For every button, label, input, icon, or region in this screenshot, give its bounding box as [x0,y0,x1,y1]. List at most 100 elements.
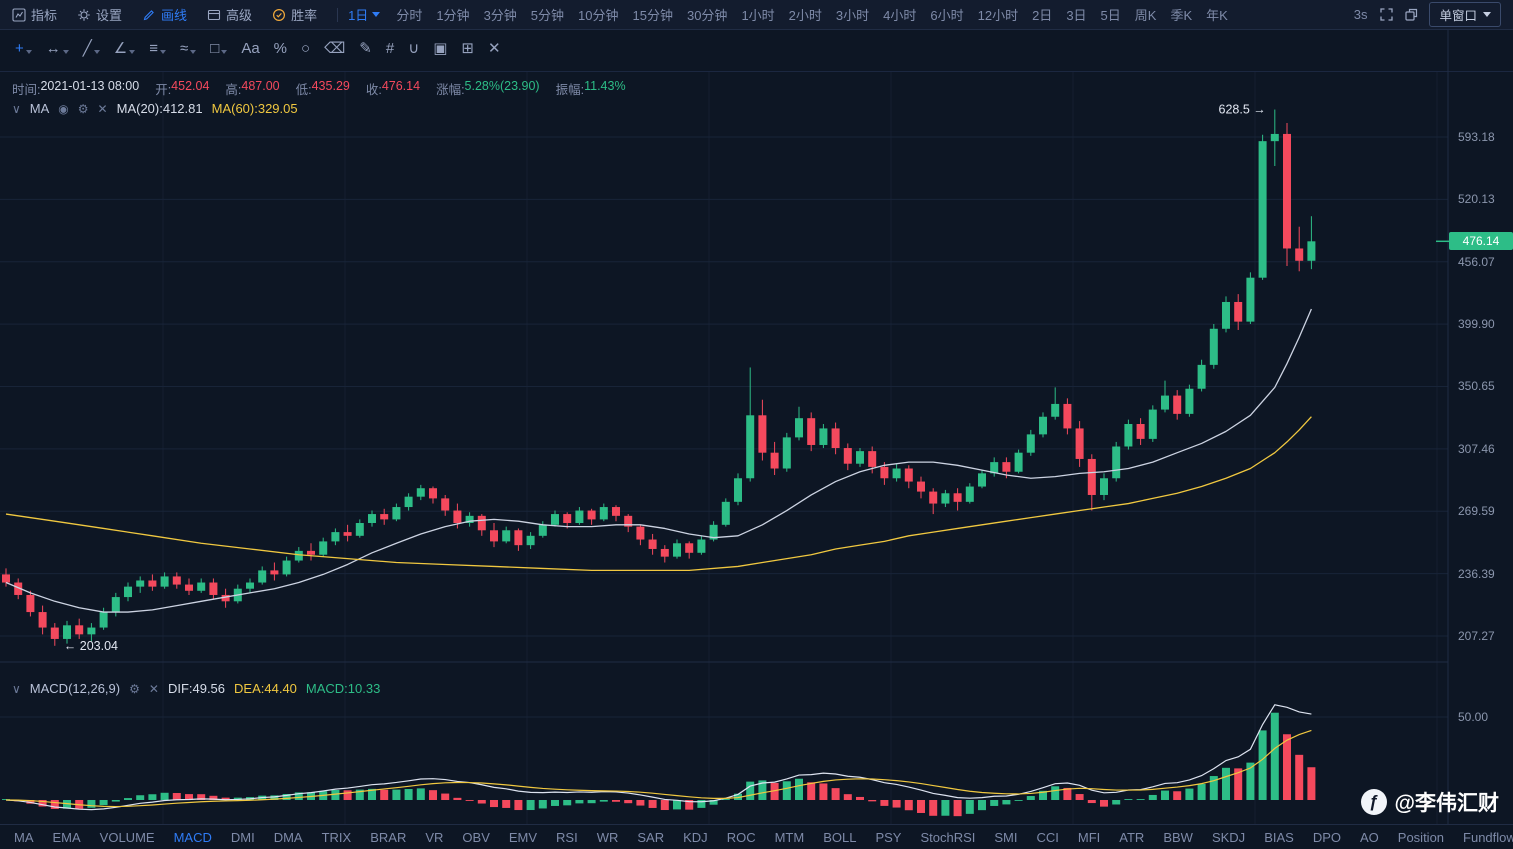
text-tool[interactable]: Aa [234,37,266,60]
pattern-tool-icon: # [385,40,395,57]
tab-psy[interactable]: PSY [875,829,902,845]
timeframe-9[interactable]: 3小时 [835,8,870,23]
screenshot-tool[interactable]: ⊞ [454,37,481,60]
tab-boll[interactable]: BOLL [823,829,857,845]
tab-macd[interactable]: MACD [173,829,212,845]
tab-bias[interactable]: BIAS [1264,829,1294,845]
ellipse-tool[interactable]: ○ [294,37,317,60]
tab-obv[interactable]: OBV [462,829,490,845]
timeframe-2[interactable]: 3分钟 [483,8,517,23]
timeframe-8[interactable]: 2小时 [788,8,822,23]
tab-trix[interactable]: TRIX [321,829,352,845]
tab-vr[interactable]: VR [425,829,444,845]
macd-axis-label: 50.00 [1458,710,1489,724]
magnet-tool[interactable]: ∪ [401,37,426,60]
info-field-value: 476.14 [381,79,421,93]
tab-dma[interactable]: DMA [273,829,303,845]
tab-emv[interactable]: EMV [508,829,538,845]
shape-tool[interactable]: □ [203,37,234,60]
timeframe-10[interactable]: 4小时 [883,8,917,23]
collapse-caret-icon[interactable]: ∨ [12,101,21,116]
gear-icon[interactable]: ⚙ [129,681,140,696]
tab-volume[interactable]: VOLUME [99,829,155,845]
menu-advanced-label: 高级 [226,8,253,23]
timeframe-6[interactable]: 30分钟 [686,8,728,23]
timeframe-3[interactable]: 5分钟 [530,8,565,23]
timeframe-7[interactable]: 1小时 [741,8,775,23]
pattern-tool[interactable]: # [379,37,401,60]
tab-roc[interactable]: ROC [726,829,756,845]
info-field-0: 开: 452.04 [155,79,209,98]
percent-tool-icon: % [273,40,288,57]
menu-settings[interactable]: 设置 [77,5,122,24]
timeframe-13[interactable]: 2日 [1032,8,1053,23]
timeframe-15[interactable]: 5日 [1100,8,1121,23]
tab-kdj[interactable]: KDJ [683,829,708,845]
timeframe-18[interactable]: 年K [1206,8,1228,23]
timeframe-17[interactable]: 季K [1170,8,1193,23]
timeframe-14[interactable]: 3日 [1066,8,1087,23]
tab-dpo[interactable]: DPO [1312,829,1341,845]
eraser-tool[interactable]: ⌫ [317,37,352,60]
info-field-4: 涨幅: 5.28%(23.90) [436,79,540,98]
timeframe-5[interactable]: 15分钟 [632,8,673,23]
tab-cci[interactable]: CCI [1036,829,1059,845]
wave-tool[interactable]: ≈ [173,37,203,60]
tab-smi[interactable]: SMI [994,829,1018,845]
brush-tool[interactable]: ✎ [352,37,379,60]
close-icon[interactable]: ✕ [148,681,159,696]
tab-mfi[interactable]: MFI [1077,829,1101,845]
tab-skdj[interactable]: SKDJ [1211,829,1246,845]
tab-atr[interactable]: ATR [1119,829,1145,845]
winrate-icon [272,8,286,22]
timeframe-4[interactable]: 10分钟 [578,8,619,23]
angle-tool-icon: ∠ [113,40,128,57]
trend-line-tool[interactable]: ╱ [76,37,107,60]
gear-icon[interactable]: ⚙ [77,101,89,116]
delete-tool[interactable]: ✕ [481,37,508,60]
fullscreen-icon[interactable] [1379,7,1394,22]
menu-advanced[interactable]: 高级 [207,5,252,24]
info-field-1: 高: 487.00 [225,79,279,98]
menu-indicator[interactable]: 指标 [12,5,57,24]
horizontal-line-tool[interactable]: ↔ [39,37,76,60]
close-icon[interactable]: ✕ [97,101,108,116]
tab-fundflow[interactable]: Fundflow [1463,829,1513,845]
ma-indicator-label: MA [29,101,50,116]
timeframe-11[interactable]: 6小时 [930,8,964,23]
menu-winrate[interactable]: 胜率 [272,5,317,24]
tab-ma[interactable]: MA [14,829,34,845]
timeframe-16[interactable]: 周K [1134,8,1157,23]
crosshair-tool[interactable]: + [8,37,39,60]
delete-tool-icon: ✕ [487,40,501,57]
tab-ao[interactable]: AO [1359,829,1379,845]
tab-rsi[interactable]: RSI [556,829,578,845]
timeframe-1[interactable]: 1分钟 [436,8,470,23]
window-mode-label: 单窗口 [1439,9,1477,23]
info-field-5: 振幅: 11.43% [556,79,626,98]
tab-position[interactable]: Position [1397,829,1445,845]
percent-tool[interactable]: % [267,37,294,60]
collapse-caret-icon[interactable]: ∨ [12,681,21,696]
tab-wr[interactable]: WR [596,829,619,845]
popout-icon[interactable] [1404,7,1419,22]
eye-icon[interactable]: ◉ [58,101,69,116]
tab-bbw[interactable]: BBW [1163,829,1193,845]
parallel-channel-tool[interactable]: ≡ [142,37,173,60]
tab-brar[interactable]: BRAR [370,829,407,845]
angle-tool[interactable]: ∠ [107,37,142,60]
tab-stochrsi[interactable]: StochRSI [920,829,976,845]
chevron-down-icon [221,50,228,54]
tab-mtm[interactable]: MTM [774,829,805,845]
tab-dmi[interactable]: DMI [230,829,255,845]
timeframe-dropdown[interactable]: 1日 [348,5,381,24]
copy-tool[interactable]: ▣ [426,37,454,60]
window-mode-button[interactable]: 单窗口 [1429,2,1501,27]
menu-draw[interactable]: 画线 [142,5,187,24]
info-field-2: 低: 435.29 [296,79,350,98]
tab-sar[interactable]: SAR [637,829,665,845]
tab-ema[interactable]: EMA [52,829,81,845]
timeframe-12[interactable]: 12小时 [977,8,1019,23]
timeframe-0[interactable]: 分时 [396,8,423,23]
